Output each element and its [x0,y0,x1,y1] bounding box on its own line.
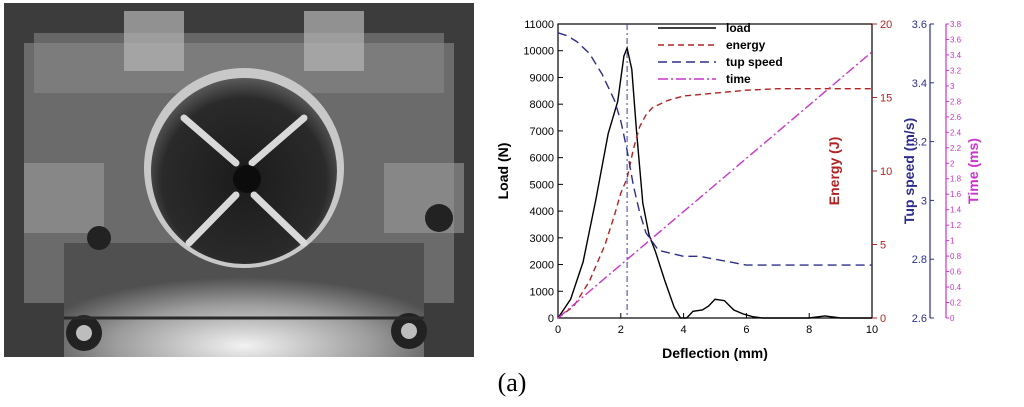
load-tick-label: 6000 [530,153,554,165]
time-tick-label: 0.8 [950,252,962,261]
load-tick-label: 11000 [524,19,554,31]
tup-speed-tick-label: 2.6 [912,313,927,325]
plot-frame [557,23,873,319]
energy-tick-label: 15 [880,93,892,105]
time-tick-label: 3.8 [950,20,962,29]
load-axis-label: Load (N) [495,143,511,200]
time-tick-label: 2.4 [950,128,962,137]
impact-test-photo [4,3,474,357]
x-tick-label: 0 [555,324,561,336]
time-tick-label: 1.6 [950,190,962,199]
energy-tick-label: 0 [880,313,886,325]
energy-axis-label: Energy (J) [826,137,842,205]
time-series-line [557,51,873,319]
time-tick-label: 0.4 [950,283,962,292]
load-tick-label: 4000 [530,206,554,218]
load-tick-label: 2000 [530,260,554,272]
time-tick-label: 0.6 [950,268,962,277]
load-tick-label: 1000 [530,286,554,298]
time-tick-label: 3 [950,82,955,91]
tup-speed-series-line [557,32,872,266]
load-tick-label: 7000 [530,126,554,138]
x-tick-label: 6 [743,324,749,336]
x-tick-label: 4 [681,324,687,336]
time-tick-label: 0.2 [950,299,962,308]
legend-label: load [726,21,751,35]
legend-label: energy [726,38,766,52]
time-tick-label: 2.8 [950,97,962,106]
time-axis-label: Time (ms) [965,138,981,204]
load-tick-label: 3000 [530,233,554,245]
load-tick-label: 8000 [530,99,554,111]
time-tick-label: 3.6 [950,35,962,44]
tup-speed-tick-label: 2.8 [912,254,927,266]
energy-tick-label: 20 [880,19,892,31]
tup-speed-tick-label: 3.4 [912,78,927,90]
figure-caption: (a) [497,368,527,397]
time-tick-label: 2 [950,159,955,168]
load-tick-label: 9000 [530,72,554,84]
tup-speed-tick-label: 3 [921,195,927,207]
time-tick-label: 2.2 [950,144,962,153]
time-tick-label: 3.4 [950,51,962,60]
time-tick-label: 3.2 [950,66,962,75]
load-series-line [557,45,872,319]
load-tick-label: 5000 [530,179,554,191]
legend: load energy tup speed time [658,21,783,86]
impact-response-chart: 0 2 4 6 8 10 0 1000 2000 3000 4000 5000 6000 7000 8000… [486,4,986,366]
x-axis-label: Deflection (mm) [662,345,768,361]
time-tick-label: 1.2 [950,221,962,230]
energy-series-line [557,87,872,319]
tup-speed-tick-label: 3.2 [912,137,927,149]
x-tick-label: 8 [806,324,812,336]
load-tick-label: 10000 [523,46,554,58]
time-tick-label: 1.4 [950,206,962,215]
time-tick-label: 2.6 [950,113,962,122]
time-tick-label: 1 [950,237,955,246]
tup-speed-axis-label: Tup speed (m/s) [901,118,917,224]
time-tick-label: 0 [950,314,955,323]
time-tick-label: 1.8 [950,175,962,184]
x-tick-label: 10 [866,324,878,336]
legend-label: time [726,72,751,86]
legend-label: tup speed [726,55,783,69]
x-tick-label: 2 [618,324,624,336]
energy-tick-label: 5 [880,240,886,252]
load-tick-label: 0 [548,313,554,325]
energy-tick-label: 10 [880,166,892,178]
tup-speed-tick-label: 3.6 [912,19,927,31]
